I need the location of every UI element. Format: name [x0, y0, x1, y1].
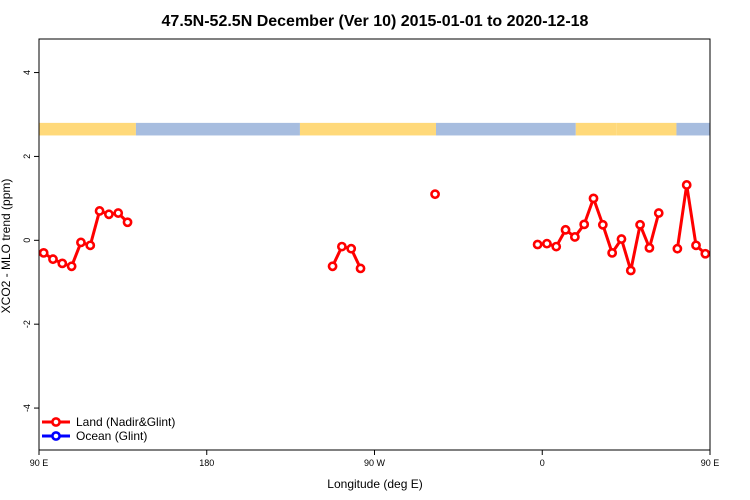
series-line [537, 196, 661, 273]
legend-label: Ocean (Glint) [76, 429, 147, 443]
data-point [597, 219, 608, 230]
plot-frame [38, 38, 711, 451]
data-point [327, 261, 338, 272]
data-point [66, 261, 77, 272]
data-point [644, 242, 655, 253]
chart-title: 47.5N-52.5N December (Ver 10) 2015-01-01… [162, 13, 589, 30]
data-point [113, 208, 124, 218]
y-tick-label: -4 [22, 404, 32, 412]
legend-marker [51, 431, 61, 441]
y-axis-label: XCO2 - MLO trend (ppm) [0, 179, 13, 314]
legend-marker [51, 417, 61, 427]
data-point [94, 206, 105, 216]
data-point [542, 238, 552, 249]
data-point [579, 219, 590, 230]
land-ocean-strip [39, 122, 710, 136]
strip-segment-ocean [676, 122, 710, 136]
x-tick-label: 90 E [30, 458, 49, 468]
strip-segment-land [575, 122, 617, 136]
data-point [532, 239, 543, 250]
strip-segment-ocean [135, 122, 300, 136]
data-point [76, 237, 86, 248]
y-axis: -4 -2 0 2 4 [22, 70, 39, 412]
strip-segment-land [39, 122, 136, 136]
data-point [635, 219, 646, 230]
legend: Land (Nadir&Glint)Ocean (Glint) [42, 415, 175, 443]
y-tick-label: 2 [22, 154, 32, 159]
data-point [607, 247, 618, 258]
data-point [38, 247, 49, 258]
data-point [681, 180, 692, 190]
strip-segment-land [299, 122, 437, 136]
x-tick-label: 90 E [701, 458, 720, 468]
strip-segment-ocean [436, 122, 576, 136]
data-point [48, 254, 58, 265]
strip-segment-land [616, 122, 677, 136]
y-tick-label: -2 [22, 320, 32, 328]
y-tick-label: 0 [22, 238, 32, 243]
x-tick-label: 90 W [364, 458, 386, 468]
x-axis-label: Longitude (deg E) [327, 477, 422, 491]
series-line [675, 183, 707, 255]
data-point [672, 243, 683, 254]
data-point [700, 248, 711, 259]
data-point [569, 232, 580, 242]
data-point [346, 243, 357, 254]
data-point [625, 265, 636, 276]
x-tick-label: 0 [540, 458, 545, 468]
data-point [103, 209, 114, 220]
data-point [551, 241, 562, 252]
data-point [653, 208, 664, 218]
legend-label: Land (Nadir&Glint) [76, 415, 175, 429]
x-axis: 90 E 180 90 W 0 90 E [30, 450, 720, 468]
data-point [122, 217, 133, 228]
x-tick-label: 180 [199, 458, 214, 468]
y-tick-label: 4 [22, 70, 32, 75]
data-point [560, 224, 571, 235]
data-marks [38, 180, 711, 276]
data-point [57, 258, 68, 269]
data-point [85, 240, 96, 251]
data-point [355, 263, 366, 274]
data-point [588, 193, 599, 204]
data-point [430, 189, 440, 200]
data-point [616, 234, 627, 244]
data-point [691, 240, 701, 251]
data-point [336, 241, 347, 252]
